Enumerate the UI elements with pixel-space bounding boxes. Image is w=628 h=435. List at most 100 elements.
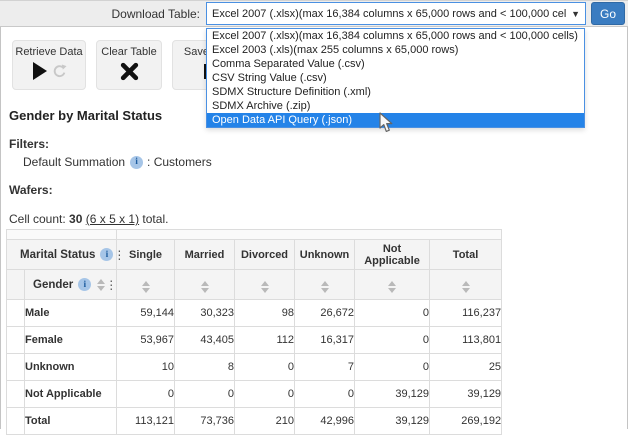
column-header: Unknown bbox=[294, 239, 355, 270]
retrieve-data-button[interactable]: Retrieve Data bbox=[12, 40, 86, 90]
row-stub-cell bbox=[6, 326, 25, 354]
sort-icon[interactable] bbox=[200, 280, 209, 293]
data-table: Marital Status i ⋮ Single Married Divorced… bbox=[6, 229, 503, 435]
data-cell: 113,121 bbox=[116, 407, 175, 435]
clear-table-button[interactable]: Clear Table bbox=[96, 40, 162, 90]
table-row: Total 113,121 73,736 210 42,996 39,129 269,192 bbox=[6, 407, 503, 435]
cell-count-value: 30 bbox=[69, 212, 83, 226]
dropdown-option[interactable]: CSV String Value (.csv) bbox=[212, 72, 327, 84]
info-icon[interactable]: i bbox=[78, 278, 92, 291]
data-cell: 8 bbox=[174, 353, 235, 381]
clear-table-label: Clear Table bbox=[101, 46, 157, 58]
row-label: Not Applicable bbox=[24, 380, 117, 408]
column-sort-cell bbox=[354, 269, 430, 300]
dropdown-option[interactable]: Excel 2007 (.xlsx)(max 16,384 columns x … bbox=[212, 30, 578, 42]
table-row: Unknown 10 8 0 7 0 25 bbox=[6, 353, 503, 381]
row-label: Unknown bbox=[24, 353, 117, 381]
row-label: Female bbox=[24, 326, 117, 354]
table-row: Male 59,144 30,323 98 26,672 0 116,237 bbox=[6, 299, 503, 327]
cell-count-prefix: Cell count: bbox=[9, 212, 70, 226]
page-title: Gender by Marital Status bbox=[9, 108, 163, 123]
dropdown-option[interactable]: Open Data API Query (.json) bbox=[207, 113, 584, 127]
data-cell: 30,323 bbox=[174, 299, 235, 327]
select-caret-icon: ▼ bbox=[571, 8, 580, 19]
data-cell: 0 bbox=[234, 380, 295, 408]
column-sort-cell bbox=[294, 269, 355, 300]
data-cell: 43,405 bbox=[174, 326, 235, 354]
row-stub-cell bbox=[6, 269, 25, 300]
data-cell: 16,317 bbox=[294, 326, 355, 354]
column-dimension-label: Marital Status bbox=[20, 248, 96, 261]
row-dimension-row: Gender i ⋮ bbox=[6, 269, 503, 300]
download-format-value: Excel 2007 (.xlsx)(max 16,384 columns x … bbox=[212, 7, 568, 20]
dropdown-option[interactable]: SDMX Structure Definition (.xml) bbox=[212, 86, 371, 98]
table-body: Male 59,144 30,323 98 26,672 0 116,237 Female 53… bbox=[6, 299, 503, 435]
data-cell: 53,967 bbox=[116, 326, 175, 354]
sort-icon[interactable] bbox=[320, 280, 329, 293]
filter-name: Default Summation bbox=[23, 155, 126, 169]
data-cell: 0 bbox=[174, 380, 235, 408]
data-cell: 7 bbox=[294, 353, 355, 381]
filters-heading: Filters: bbox=[9, 137, 50, 151]
row-stub-cell bbox=[6, 299, 25, 327]
sort-icon[interactable] bbox=[141, 280, 150, 293]
data-cell: 0 bbox=[116, 380, 175, 408]
column-sort-cell bbox=[428, 269, 503, 300]
data-cell: 0 bbox=[234, 353, 295, 381]
download-format-select[interactable]: Excel 2007 (.xlsx)(max 16,384 columns x … bbox=[206, 2, 586, 25]
data-cell: 26,672 bbox=[294, 299, 355, 327]
info-icon[interactable]: i bbox=[100, 248, 114, 261]
download-format-dropdown: Excel 2007 (.xlsx)(max 16,384 columns x … bbox=[206, 28, 585, 128]
cell-count-line: Cell count: 30 (6 x 5 x 1) total. bbox=[9, 212, 627, 226]
kebab-menu-icon[interactable]: ⋮ bbox=[113, 247, 126, 262]
retrieve-data-label: Retrieve Data bbox=[15, 46, 83, 58]
row-stub-cell bbox=[6, 407, 25, 435]
table-spacer-row bbox=[6, 229, 503, 240]
wafers-heading: Wafers: bbox=[9, 183, 53, 197]
column-dimension-row: Marital Status i ⋮ Single Married Divorced… bbox=[6, 239, 503, 270]
data-cell: 210 bbox=[234, 407, 295, 435]
data-cell: 39,129 bbox=[354, 380, 430, 408]
table-row: Not Applicable 0 0 0 0 39,129 39,129 bbox=[6, 380, 503, 408]
data-cell: 269,192 bbox=[428, 407, 503, 435]
x-icon bbox=[120, 60, 139, 82]
column-header: Total bbox=[428, 239, 503, 270]
row-dimension-label: Gender bbox=[33, 278, 74, 291]
data-cell: 39,129 bbox=[354, 407, 430, 435]
data-cell: 0 bbox=[354, 299, 430, 327]
column-header: Not Applicable bbox=[354, 239, 430, 270]
data-cell: 59,144 bbox=[116, 299, 175, 327]
row-label: Total bbox=[24, 407, 117, 435]
go-button[interactable]: Go bbox=[591, 2, 625, 25]
cell-count-dims-link[interactable]: (6 x 5 x 1) bbox=[85, 212, 140, 226]
sort-icon[interactable] bbox=[461, 280, 470, 293]
data-cell: 116,237 bbox=[428, 299, 503, 327]
dropdown-option[interactable]: Excel 2003 (.xls)(max 255 columns x 65,0… bbox=[212, 44, 459, 56]
dropdown-option[interactable]: Comma Separated Value (.csv) bbox=[212, 58, 365, 70]
data-cell: 0 bbox=[354, 353, 430, 381]
data-cell: 25 bbox=[428, 353, 503, 381]
data-cell: 112 bbox=[234, 326, 295, 354]
cell-count-suffix: total. bbox=[139, 212, 169, 226]
row-stub-cell bbox=[6, 353, 25, 381]
sort-icon[interactable] bbox=[97, 278, 106, 291]
download-bar: Download Table: Excel 2007 (.xlsx)(max 1… bbox=[0, 0, 628, 27]
data-cell: 113,801 bbox=[428, 326, 503, 354]
filter-value: : Customers bbox=[147, 155, 212, 169]
column-sort-cell bbox=[116, 269, 175, 300]
sort-icon[interactable] bbox=[388, 280, 396, 293]
kebab-menu-icon[interactable]: ⋮ bbox=[105, 277, 118, 292]
data-cell: 98 bbox=[234, 299, 295, 327]
data-cell: 10 bbox=[116, 353, 175, 381]
play-refresh-icon bbox=[31, 60, 67, 82]
sort-icon[interactable] bbox=[260, 280, 269, 293]
column-sort-cell bbox=[174, 269, 235, 300]
row-label: Male bbox=[24, 299, 117, 327]
data-cell: 0 bbox=[354, 326, 430, 354]
data-cell: 73,736 bbox=[174, 407, 235, 435]
data-cell: 42,996 bbox=[294, 407, 355, 435]
table-row: Female 53,967 43,405 112 16,317 0 113,801 bbox=[6, 326, 503, 354]
column-header: Divorced bbox=[234, 239, 295, 270]
dropdown-option[interactable]: SDMX Archive (.zip) bbox=[212, 100, 311, 112]
info-icon[interactable]: i bbox=[130, 155, 144, 169]
